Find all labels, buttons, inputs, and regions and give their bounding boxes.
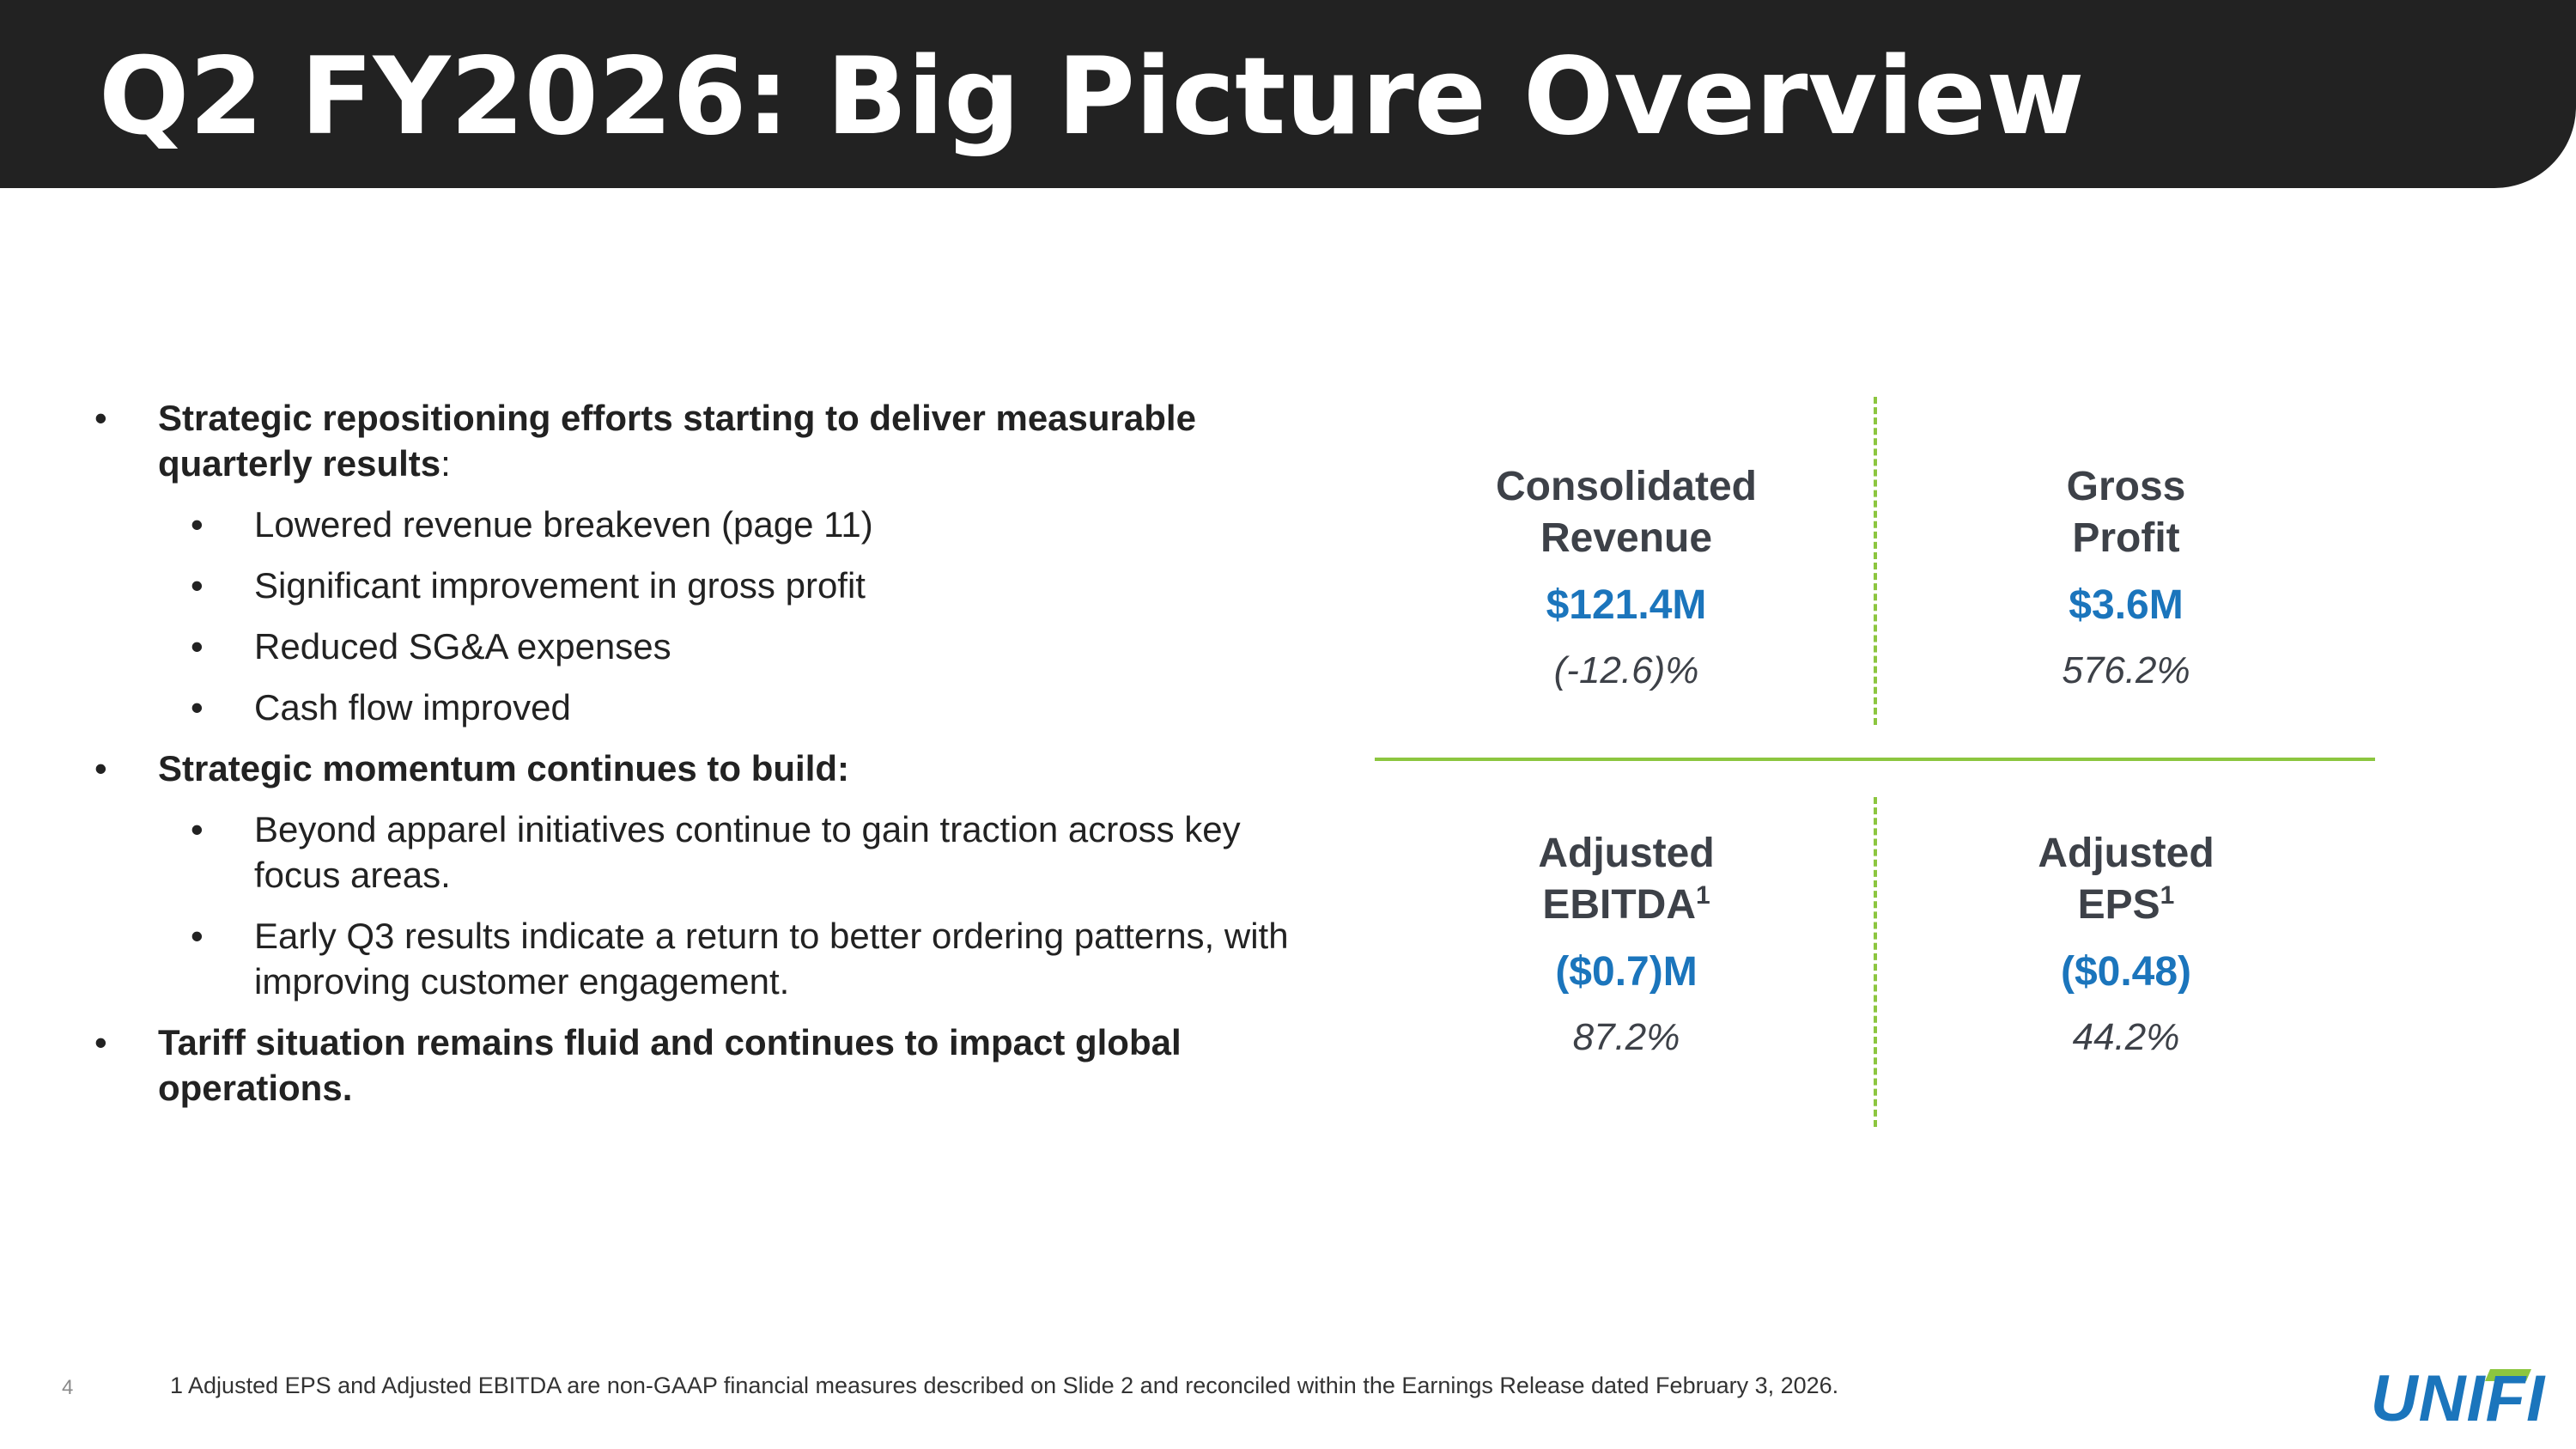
metric-adjusted-eps: Adjusted EPS1 ($0.48) 44.2% — [1877, 828, 2375, 1062]
footnote: 1 Adjusted EPS and Adjusted EBITDA are n… — [170, 1373, 1839, 1398]
bullet-list: • Strategic repositioning efforts starti… — [94, 395, 1314, 1126]
metric-label-text: EBITDA — [1542, 882, 1696, 928]
page-number: 4 — [62, 1376, 74, 1399]
bullet-text: Strategic repositioning efforts starting… — [158, 398, 1196, 484]
sub-bullet-dot: • — [191, 809, 204, 849]
metric-label: Consolidated Revenue — [1377, 461, 1875, 564]
metric-label-line: Adjusted — [2038, 831, 2215, 876]
logo-accent-icon — [2485, 1369, 2531, 1381]
metric-label-line: Gross — [2066, 464, 2186, 509]
metric-value: $3.6M — [2069, 582, 2184, 628]
metric-change: 87.2% — [1572, 1016, 1680, 1058]
metric-value: $121.4M — [1546, 582, 1707, 628]
unifi-logo: UNIFI — [2361, 1364, 2555, 1434]
metric-gross-profit: Gross Profit $3.6M 576.2% — [1877, 461, 2375, 695]
metric-label-line: Revenue — [1540, 515, 1713, 561]
sub-bullet-dot: • — [191, 916, 204, 956]
metric-change: 44.2% — [2072, 1016, 2180, 1058]
footnote-ref: 1 — [1695, 881, 1710, 910]
sub-bullet-text: Cash flow improved — [254, 687, 571, 728]
metric-label: Adjusted EBITDA1 — [1377, 828, 1875, 931]
bullet-item: • Strategic repositioning efforts starti… — [94, 395, 1314, 486]
sub-bullet-text: Lowered revenue breakeven (page 11) — [254, 504, 873, 545]
bullet-dot: • — [94, 398, 107, 438]
metric-label-line: EPS1 — [1877, 880, 2375, 931]
bullet-item: • Strategic momentum continues to build: — [94, 746, 1314, 791]
sub-bullet-dot: • — [191, 565, 204, 606]
metric-label-line: EBITDA1 — [1377, 880, 1875, 931]
slide-title: Q2 FY2026: Big Picture Overview — [99, 35, 2085, 159]
sub-bullet-dot: • — [191, 504, 204, 545]
vertical-divider-bottom — [1874, 797, 1877, 1127]
footnote-ref: 1 — [2160, 881, 2175, 910]
logo-text: UNIFI — [2370, 1362, 2546, 1435]
metric-change: 576.2% — [2062, 649, 2190, 691]
horizontal-divider — [1375, 758, 2375, 761]
metric-consolidated-revenue: Consolidated Revenue $121.4M (-12.6)% — [1377, 461, 1875, 695]
sub-bullet-item: • Early Q3 results indicate a return to … — [94, 913, 1314, 1004]
metric-adjusted-ebitda: Adjusted EBITDA1 ($0.7)M 87.2% — [1377, 828, 1875, 1062]
bullet-text: Strategic momentum continues to build: — [158, 748, 850, 788]
metric-change: (-12.6)% — [1553, 649, 1699, 691]
sub-bullet-item: • Lowered revenue breakeven (page 11) — [94, 502, 1314, 547]
bullet-suffix: : — [440, 443, 451, 484]
sub-bullet-dot: • — [191, 687, 204, 728]
metric-label: Gross Profit — [1877, 461, 2375, 564]
title-bar: Q2 FY2026: Big Picture Overview — [0, 0, 2576, 188]
sub-bullet-item: • Beyond apparel initiatives continue to… — [94, 807, 1314, 898]
logo-accent-swoosh — [2485, 1369, 2531, 1381]
sub-bullet-text: Reduced SG&A expenses — [254, 626, 671, 667]
metric-value: ($0.48) — [2060, 949, 2192, 995]
bullet-dot: • — [94, 748, 107, 788]
sub-bullet-text: Early Q3 results indicate a return to be… — [254, 916, 1289, 1002]
bullet-item: • Tariff situation remains fluid and con… — [94, 1020, 1314, 1111]
metric-label-line: Adjusted — [1538, 831, 1715, 876]
bullet-text: Tariff situation remains fluid and conti… — [158, 1022, 1182, 1108]
sub-bullet-text: Significant improvement in gross profit — [254, 565, 866, 606]
sub-bullet-item: • Reduced SG&A expenses — [94, 624, 1314, 669]
sub-bullet-dot: • — [191, 626, 204, 667]
metric-label-line: Profit — [2072, 515, 2180, 561]
metric-label-line: Consolidated — [1495, 464, 1757, 509]
vertical-divider-top — [1874, 397, 1877, 725]
metric-label-text: EPS — [2077, 882, 2160, 928]
metric-label: Adjusted EPS1 — [1877, 828, 2375, 931]
sub-bullet-text: Beyond apparel initiatives continue to g… — [254, 809, 1241, 895]
bullet-dot: • — [94, 1022, 107, 1062]
sub-bullet-item: • Cash flow improved — [94, 685, 1314, 730]
metric-value: ($0.7)M — [1555, 949, 1698, 995]
sub-bullet-item: • Significant improvement in gross profi… — [94, 563, 1314, 608]
